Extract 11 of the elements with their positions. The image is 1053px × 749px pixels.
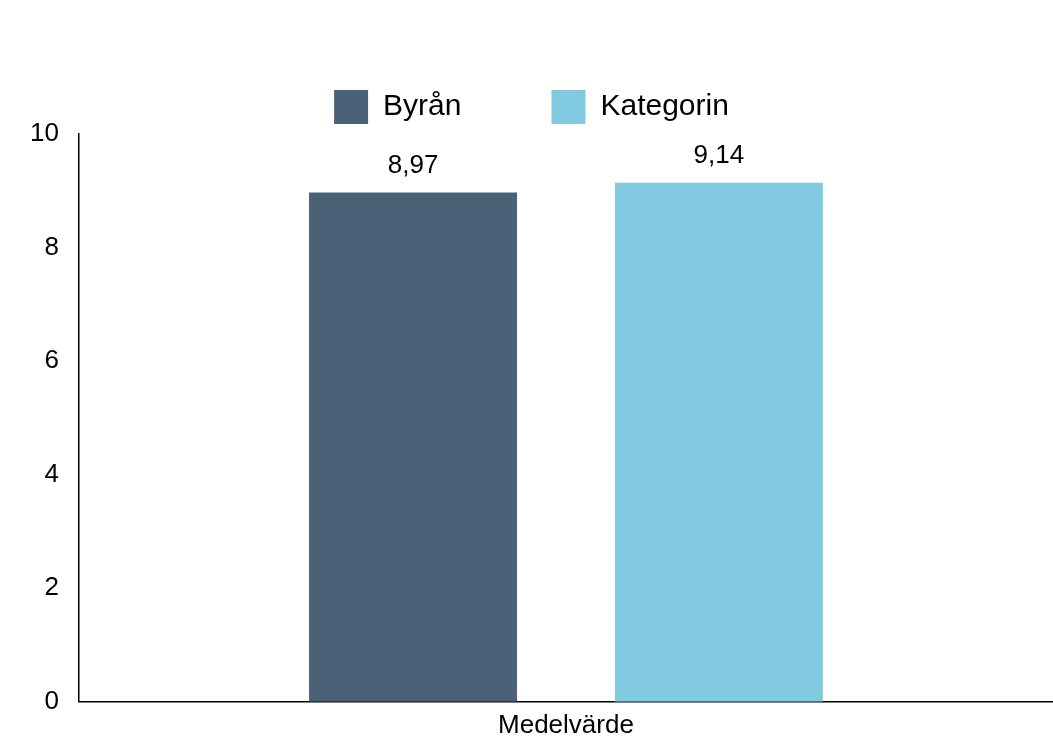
- y-tick-label: 8: [44, 230, 59, 261]
- data-label: 8,97: [387, 148, 439, 179]
- y-tick-label: 6: [44, 344, 59, 375]
- x-tick-label: Medelvärde: [498, 708, 634, 739]
- legend-label: Byrån: [383, 88, 462, 122]
- y-tick-label: 2: [44, 571, 59, 602]
- data-label: 9,14: [693, 139, 745, 169]
- y-tick-label: 0: [44, 684, 59, 715]
- y-tick-label: 10: [30, 117, 59, 148]
- y-tick-label: 4: [44, 457, 59, 488]
- legend-label: Kategorin: [600, 88, 729, 122]
